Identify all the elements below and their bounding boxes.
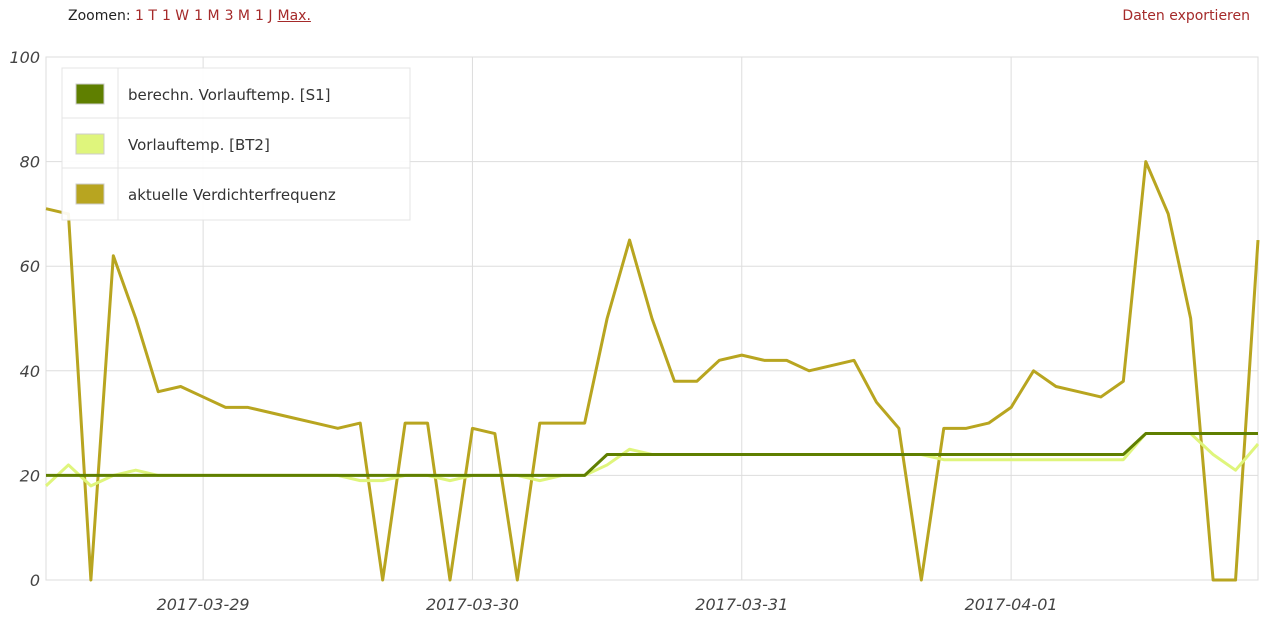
y-tick-label: 20 xyxy=(20,466,40,485)
legend-label: Vorlauftemp. [BT2] xyxy=(128,136,270,154)
x-tick-label: 2017-03-31 xyxy=(695,595,788,614)
zoom-option[interactable]: 3 M xyxy=(224,8,251,24)
legend-swatch xyxy=(75,83,105,105)
x-tick-label: 2017-03-29 xyxy=(157,595,250,614)
x-tick-label: 2017-04-01 xyxy=(965,595,1058,614)
legend-box xyxy=(61,67,411,221)
zoom-option[interactable]: Max. xyxy=(277,8,311,24)
legend-label: berechn. Vorlauftemp. [S1] xyxy=(128,86,331,104)
zoom-option[interactable]: 1 M xyxy=(194,8,220,24)
legend-swatch xyxy=(75,183,105,205)
y-tick-label: 0 xyxy=(30,571,40,590)
legend-swatch xyxy=(75,133,105,155)
y-tick-label: 100 xyxy=(9,48,40,67)
zoom-option[interactable]: 1 W xyxy=(161,8,190,24)
zoom-option[interactable]: 1 J xyxy=(255,8,273,24)
y-tick-label: 40 xyxy=(20,362,40,381)
y-tick-label: 60 xyxy=(20,257,40,276)
y-tick-label: 80 xyxy=(20,153,40,172)
zoom-option[interactable]: 1 T xyxy=(135,8,157,24)
zoom-label: Zoomen: xyxy=(68,8,131,24)
series-line xyxy=(44,432,1260,488)
legend-label: aktuelle Verdichterfrequenz xyxy=(128,186,336,204)
legend: berechn. Vorlauftemp. [S1] Vorlauftemp. [… xyxy=(61,67,411,221)
series-line xyxy=(46,432,1258,477)
export-link[interactable]: Daten exportieren xyxy=(1122,8,1250,24)
series-line xyxy=(45,160,1260,582)
x-tick-label: 2017-03-30 xyxy=(426,595,519,614)
